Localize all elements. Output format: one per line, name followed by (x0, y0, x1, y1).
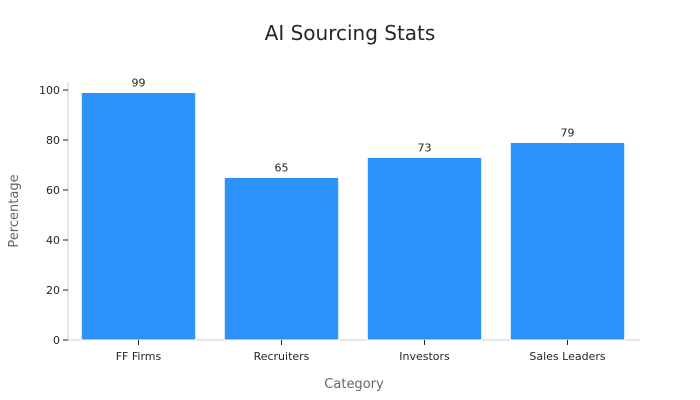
bar (366, 157, 483, 341)
bar-value-label: 73 (418, 142, 432, 155)
x-tick-label: Recruiters (254, 350, 310, 363)
y-tick-label: 0 (53, 334, 60, 347)
x-axis-ticks: FF Firms Recruiters Investors Sales Leaders (116, 340, 606, 363)
chart-title: AI Sourcing Stats (265, 21, 436, 45)
bars-group (80, 92, 626, 341)
bar (223, 177, 340, 341)
bar-value-label: 99 (132, 77, 146, 90)
x-tick-label: Investors (399, 350, 450, 363)
data-labels-group: 99 65 73 79 (132, 77, 575, 175)
x-tick-label: FF Firms (116, 350, 162, 363)
y-tick-label: 20 (46, 284, 60, 297)
x-axis-label: Category (324, 377, 384, 392)
bar (509, 142, 626, 341)
y-axis-label: Percentage (7, 174, 22, 247)
x-tick-label: Sales Leaders (529, 350, 605, 363)
y-tick-label: 100 (39, 84, 60, 97)
y-tick-label: 80 (46, 134, 60, 147)
bar-value-label: 79 (561, 127, 575, 140)
y-axis-ticks: 0 20 40 60 80 100 (39, 84, 68, 347)
y-tick-label: 60 (46, 184, 60, 197)
bar (80, 92, 197, 341)
y-tick-label: 40 (46, 234, 60, 247)
bar-value-label: 65 (275, 162, 289, 175)
plot-area: 0 20 40 60 80 100 FF Firms Recruiters Investors… (39, 77, 640, 363)
